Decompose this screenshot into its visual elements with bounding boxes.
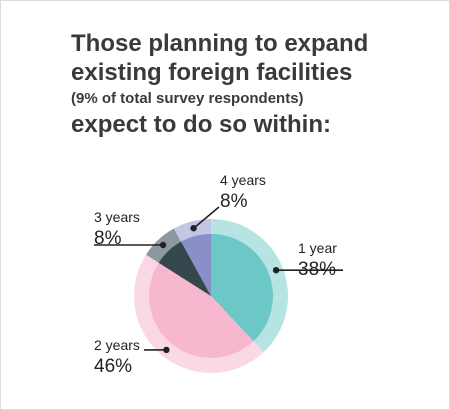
title-line-1: Those planning to expand [71,30,369,57]
title-line-2: existing foreign facilities [71,59,353,86]
label-2-years: 2 years [94,337,140,353]
leader-dot-3-years [159,241,167,249]
pie-slice-2-years [148,262,254,359]
label-4-years: 4 years [220,172,266,188]
title-subtitle: (9% of total survey respondents) [71,90,304,107]
label-1-year: 1 year [298,240,337,256]
pie-slice-4-years [181,234,211,296]
value-3-years: 8% [94,228,122,249]
leader-line-4-years [193,206,220,229]
chart-title: Those planning to expand existing foreig… [71,29,441,139]
leader-dot-2-years [163,346,170,354]
value-1-year: 38% [298,259,336,280]
value-2-years: 46% [94,356,132,377]
leader-dot-1-year [272,267,280,274]
pie-slice-1-year [211,234,274,342]
leader-dot-4-years [190,225,197,232]
value-4-years: 8% [220,191,248,212]
title-line-4: expect to do so within: [71,111,332,138]
label-3-years: 3 years [94,209,140,225]
pie-slice-3-years [158,241,211,296]
